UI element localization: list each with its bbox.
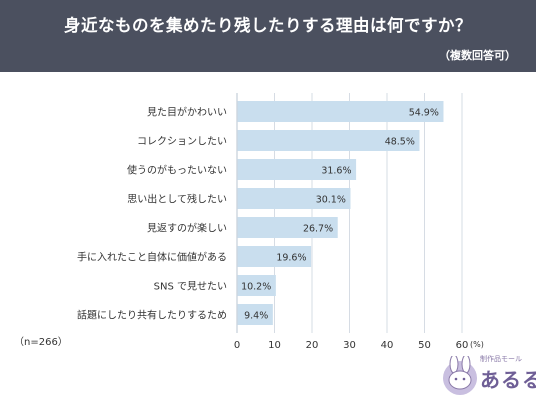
x-axis-unit: (%) xyxy=(470,340,484,349)
bar-value-label: 19.6% xyxy=(276,253,306,264)
category-label: 話題にしたり共有したりするため xyxy=(77,309,227,322)
bar xyxy=(237,304,273,325)
category-label: 手に入れたこと自体に価値がある xyxy=(77,251,227,264)
x-tick-label: 0 xyxy=(234,340,240,351)
bar-value-label: 31.6% xyxy=(321,166,351,177)
category-label: 思い出として残したい xyxy=(127,193,227,206)
bar-value-label: 54.9% xyxy=(409,108,439,119)
bar-value-label: 48.5% xyxy=(385,137,415,148)
sample-size-note: （n=266） xyxy=(14,337,68,348)
x-tick-label: 10 xyxy=(268,340,281,351)
x-tick-label: 30 xyxy=(343,340,356,351)
bunny-icon xyxy=(443,356,477,395)
x-tick-label: 50 xyxy=(418,340,431,351)
category-label: 見た目がかわいい xyxy=(147,106,227,119)
bar xyxy=(237,275,276,296)
chart-title: 身近なものを集めたり残したりする理由は何ですか？ xyxy=(64,16,472,35)
bar-value-label: 30.1% xyxy=(316,195,346,206)
x-tick-label: 20 xyxy=(306,340,319,351)
bar xyxy=(237,246,312,267)
category-label: コレクションしたい xyxy=(137,136,227,148)
bar-value-label: 26.7% xyxy=(303,224,333,235)
bar xyxy=(237,217,338,238)
logo-name: あるる xyxy=(480,368,536,392)
category-label: 使うのがもったいない xyxy=(127,164,227,177)
category-label: 見返すのが楽しい xyxy=(147,222,227,235)
bar xyxy=(237,159,357,180)
category-label: SNS で見せたい xyxy=(154,281,227,293)
bar xyxy=(237,101,444,122)
logo-tagline: 制作品モール xyxy=(480,355,522,363)
brand-logo: 制作品モール あるる xyxy=(440,352,536,398)
bar-value-label: 9.4% xyxy=(244,311,268,322)
bar xyxy=(237,130,420,151)
x-tick-label: 60 xyxy=(456,340,469,351)
x-tick-label: 40 xyxy=(381,340,394,351)
chart-header: 身近なものを集めたり残したりする理由は何ですか？ （複数回答可） xyxy=(0,0,536,72)
chart-subtitle: （複数回答可） xyxy=(439,49,516,62)
bar-value-label: 10.2% xyxy=(241,282,271,293)
bar xyxy=(237,188,351,209)
